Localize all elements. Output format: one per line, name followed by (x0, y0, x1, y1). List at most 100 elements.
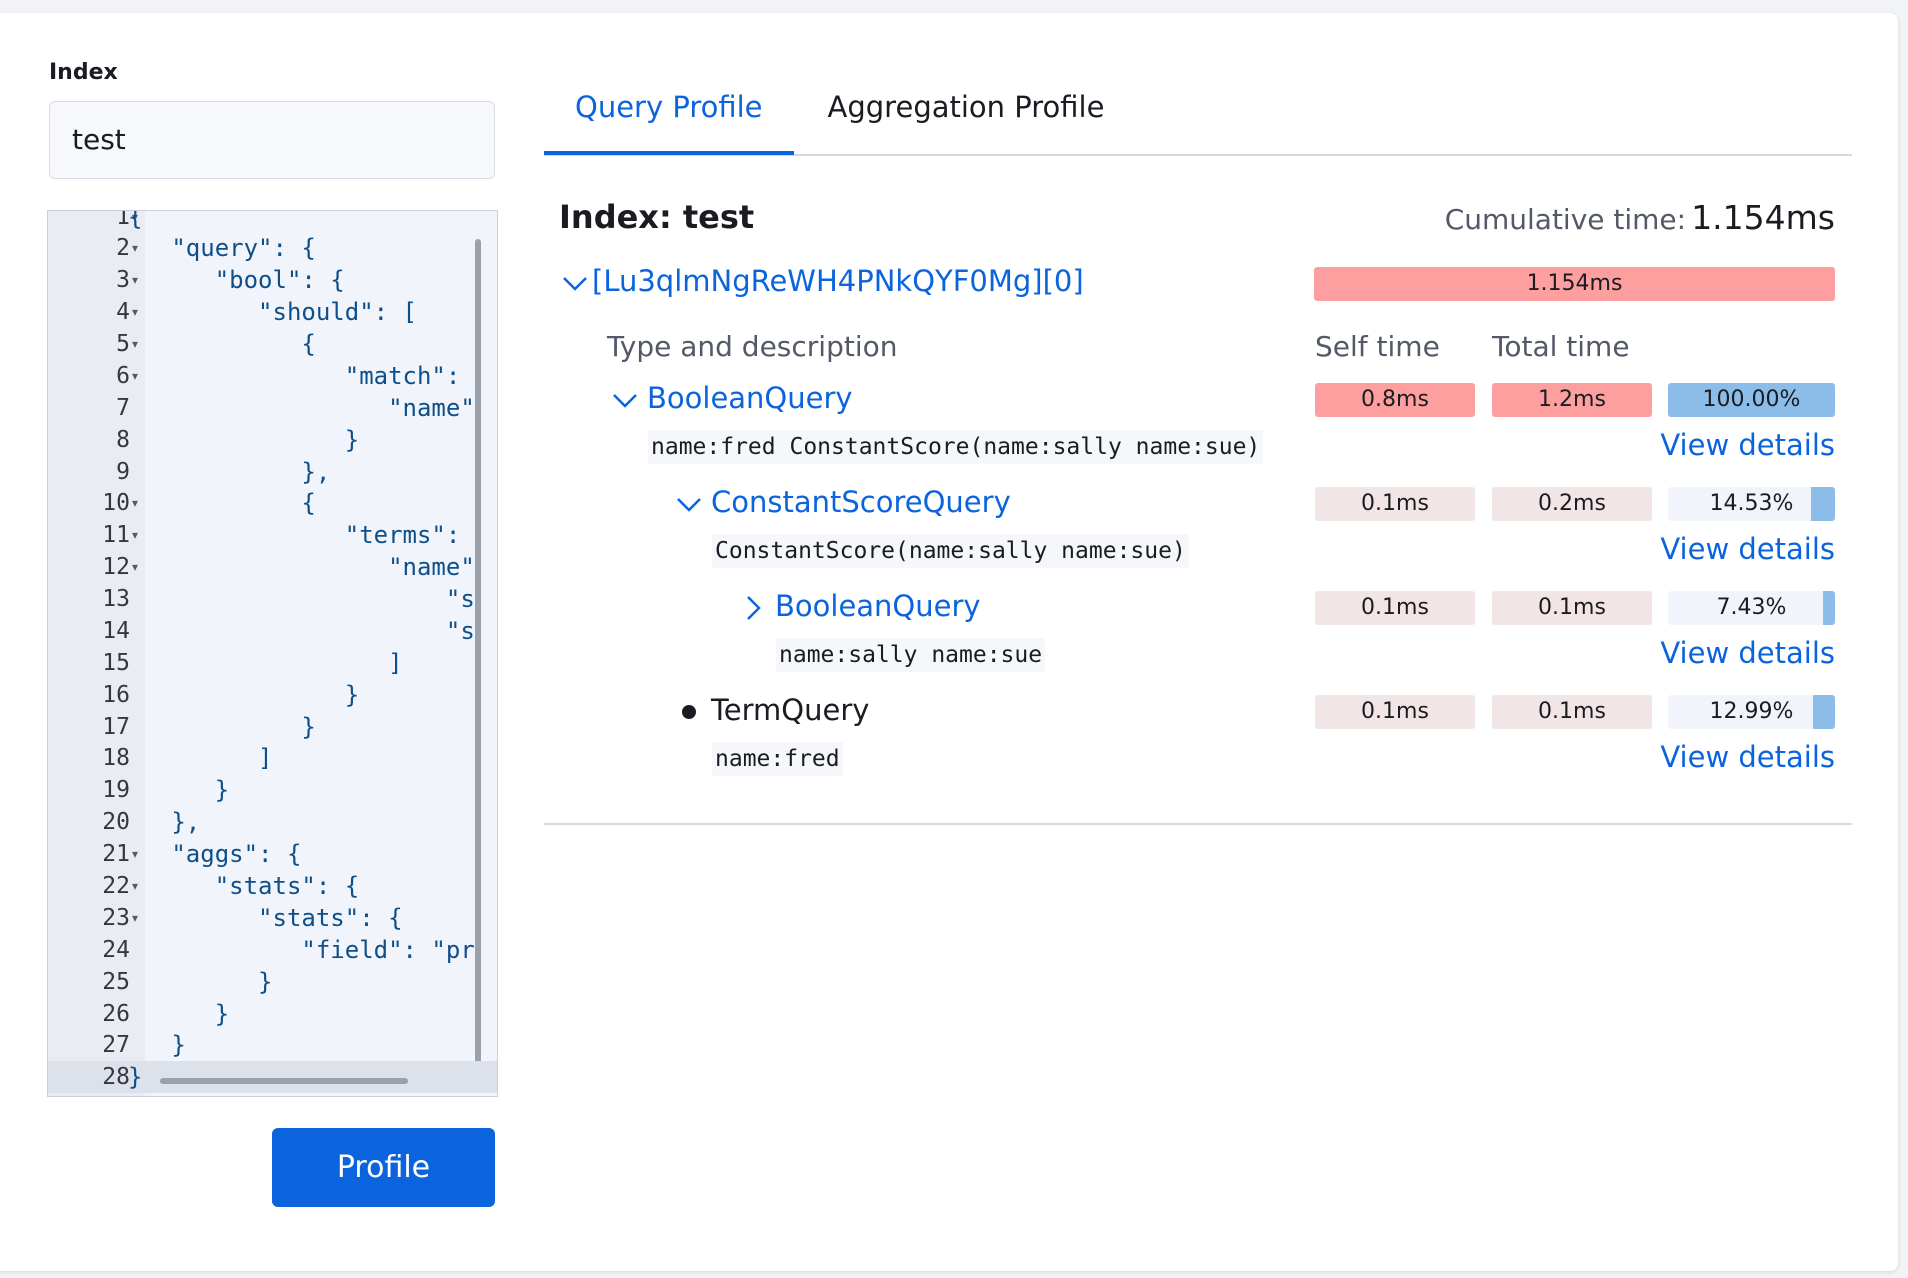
code-line: "name" (128, 393, 474, 422)
cumulative-value: 1.154ms (1691, 198, 1835, 237)
code-line: { (128, 489, 316, 518)
line-number: 3 (116, 267, 130, 294)
code-line: "s (128, 616, 474, 645)
code-line: ] (128, 744, 273, 773)
row-toggle[interactable] (676, 699, 702, 725)
shard-chevron[interactable] (562, 272, 588, 294)
tab-underline (544, 151, 794, 155)
fold-toggle[interactable]: ▾ (132, 337, 139, 352)
fold-toggle[interactable]: ▾ (132, 273, 139, 288)
line-number: 1 (116, 210, 130, 230)
percent-box: 12.99% (1668, 695, 1835, 729)
line-number: 4 (116, 299, 130, 326)
cumulative-label: Cumulative time: (1444, 203, 1687, 236)
code-line: "stats": { (128, 903, 403, 932)
fold-toggle[interactable]: ▾ (132, 528, 139, 543)
line-number: 20 (102, 809, 130, 836)
percent-box: 14.53% (1668, 487, 1835, 521)
line-number: 19 (102, 777, 130, 804)
bottom-divider (544, 823, 1852, 825)
row-toggle[interactable] (612, 387, 638, 413)
fold-toggle[interactable]: ▾ (132, 910, 139, 925)
query-name[interactable]: ConstantScoreQuery (711, 485, 1011, 519)
fold-toggle[interactable]: ▾ (132, 496, 139, 511)
code-line: "s (128, 585, 474, 614)
column-header: Self time (1315, 330, 1440, 363)
code-editor[interactable]: 1 ▾{2 ▾ "query": {3 ▾ "bool": {4 ▾ "should":… (47, 210, 498, 1097)
profile-button[interactable]: Profile (272, 1128, 495, 1207)
view-details-link[interactable]: View details (1660, 636, 1835, 670)
code-line: } (128, 967, 273, 996)
total-time: 0.1ms (1492, 591, 1652, 625)
percent-bar (1810, 487, 1835, 521)
percent-bar (1813, 695, 1835, 729)
line-number: 17 (102, 713, 130, 740)
tab[interactable]: Aggregation Profile (827, 90, 1105, 124)
index-input[interactable]: test (49, 101, 495, 179)
query-name[interactable]: BooleanQuery (647, 381, 853, 415)
self-time: 0.1ms (1315, 487, 1475, 521)
code-line: } (128, 1063, 143, 1092)
line-number: 28 (102, 1064, 130, 1091)
code-line: { (128, 210, 143, 231)
fold-toggle[interactable]: ▾ (132, 878, 139, 893)
code-line: "name" (128, 553, 474, 582)
line-number: 16 (102, 681, 130, 708)
line-number: 22 (102, 872, 130, 899)
view-details-link[interactable]: View details (1660, 532, 1835, 566)
view-details-link[interactable]: View details (1660, 740, 1835, 774)
index-title: Index: test (559, 198, 755, 236)
line-number: 14 (102, 617, 130, 644)
line-number: 25 (102, 968, 130, 995)
fold-toggle[interactable]: ▾ (132, 368, 139, 383)
code-line: "stats": { (128, 871, 360, 900)
percent-label: 100.00% (1702, 387, 1801, 412)
self-time: 0.1ms (1315, 695, 1475, 729)
code-line: "aggs": { (128, 840, 302, 869)
view-details-link[interactable]: View details (1660, 428, 1835, 462)
tab-divider (544, 154, 1852, 156)
code-line: { (128, 330, 316, 359)
tab[interactable]: Query Profile (575, 90, 763, 124)
code-line: }, (128, 808, 201, 837)
line-number: 7 (116, 394, 130, 421)
line-number: 5 (116, 331, 130, 358)
row-toggle[interactable] (740, 595, 766, 621)
code-line: } (128, 712, 316, 741)
fold-toggle[interactable]: ▾ (132, 560, 139, 575)
query-name: TermQuery (711, 693, 870, 727)
fold-toggle[interactable]: ▾ (132, 305, 139, 320)
line-number: 15 (102, 649, 130, 676)
shard-time: 1.154ms (1314, 267, 1835, 301)
line-number: 26 (102, 1000, 130, 1027)
line-number: 27 (102, 1032, 130, 1059)
horizontal-scrollbar (160, 1078, 408, 1084)
row-toggle[interactable] (676, 491, 702, 517)
shard-id[interactable]: [Lu3qlmNgReWH4PNkQYF0Mg][0] (592, 264, 1084, 298)
percent-label: 7.43% (1716, 595, 1787, 620)
line-number: 11 (102, 522, 130, 549)
index-input-value: test (72, 123, 126, 156)
total-time: 0.1ms (1492, 695, 1652, 729)
line-number: 13 (102, 586, 130, 613)
index-label: Index (49, 60, 118, 85)
self-time: 0.8ms (1315, 383, 1475, 417)
code-line: "bool": { (128, 266, 345, 295)
vertical-scrollbar (475, 239, 481, 1084)
code-line: "should": [ (128, 298, 417, 327)
query-name[interactable]: BooleanQuery (775, 589, 981, 623)
line-number: 24 (102, 936, 130, 963)
fold-toggle[interactable]: ▾ (132, 847, 139, 862)
fold-toggle[interactable]: ▾ (132, 210, 139, 224)
line-number: 6 (116, 362, 130, 389)
percent-bar (1668, 383, 1835, 417)
fold-toggle[interactable]: ▾ (132, 241, 139, 256)
code-line: } (128, 1031, 186, 1060)
percent-box: 7.43% (1668, 591, 1835, 625)
line-number: 10 (102, 490, 130, 517)
code-line: } (128, 999, 230, 1028)
active-line (48, 1061, 497, 1094)
percent-bar (1822, 591, 1835, 625)
